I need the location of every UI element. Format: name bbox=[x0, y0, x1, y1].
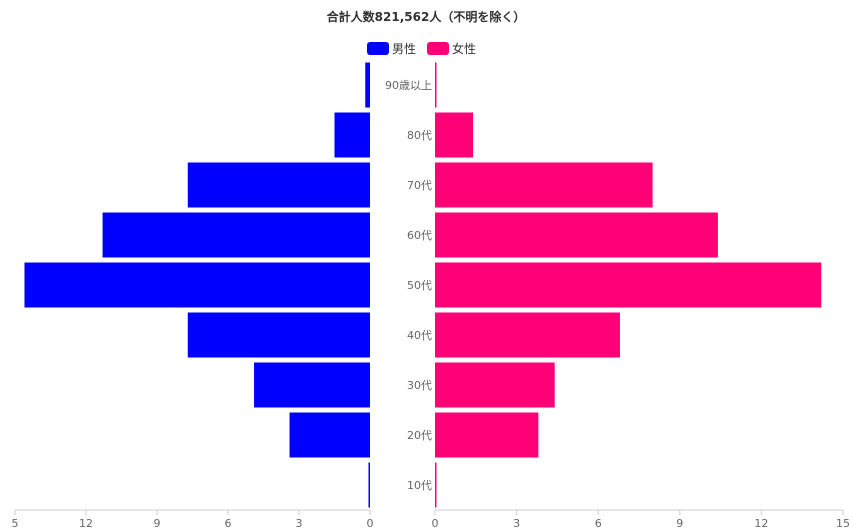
bar-female-60代[interactable] bbox=[435, 212, 718, 258]
category-label: 30代 bbox=[407, 379, 432, 392]
legend-item-female[interactable]: 女性 bbox=[427, 41, 476, 56]
bar-female-40代[interactable] bbox=[435, 312, 620, 358]
category-label: 80代 bbox=[407, 129, 432, 142]
left-axis-ticks: 5 12 9 6 3 0 bbox=[12, 510, 374, 530]
category-label: 50代 bbox=[407, 279, 432, 292]
legend: 男性 女性 bbox=[367, 41, 476, 56]
legend-item-male[interactable]: 男性 bbox=[367, 42, 416, 56]
left-tick-label: 12 bbox=[79, 517, 93, 530]
category-label: 90歳以上 bbox=[385, 79, 432, 92]
right-tick-label: 3 bbox=[513, 517, 520, 530]
left-tick-label: 3 bbox=[296, 517, 303, 530]
category-label: 20代 bbox=[407, 429, 432, 442]
left-tick-label: 0 bbox=[367, 517, 374, 530]
bar-male-80代[interactable] bbox=[334, 112, 371, 158]
legend-label-male: 男性 bbox=[392, 42, 416, 56]
legend-label-female: 女性 bbox=[452, 41, 476, 56]
bar-female-10代[interactable] bbox=[435, 462, 437, 508]
category-label: 10代 bbox=[407, 479, 432, 492]
female-bars bbox=[435, 62, 822, 508]
category-label: 40代 bbox=[407, 329, 432, 342]
bar-male-30代[interactable] bbox=[254, 362, 370, 408]
bar-male-60代[interactable] bbox=[102, 212, 371, 258]
category-labels: 10代 20代 30代 40代 50代 60代 70代 80代 90歳以上 bbox=[385, 79, 432, 492]
axes: 5 12 9 6 3 0 0 3 6 9 12 15 bbox=[12, 509, 850, 530]
left-tick-label: 9 bbox=[154, 517, 161, 530]
category-label: 70代 bbox=[407, 179, 432, 192]
left-tick-label: 6 bbox=[225, 517, 232, 530]
bar-female-20代[interactable] bbox=[435, 412, 539, 458]
bar-male-10代[interactable] bbox=[368, 462, 371, 508]
left-tick-label: 5 bbox=[12, 517, 19, 530]
bar-male-70代[interactable] bbox=[187, 162, 370, 208]
bar-male-20代[interactable] bbox=[289, 412, 370, 458]
category-label: 60代 bbox=[407, 229, 432, 242]
legend-swatch-female bbox=[427, 42, 449, 55]
right-tick-label: 9 bbox=[676, 517, 683, 530]
bar-male-90歳以上[interactable] bbox=[365, 62, 370, 108]
male-bars bbox=[24, 62, 371, 508]
bar-female-80代[interactable] bbox=[435, 112, 474, 158]
bar-female-50代[interactable] bbox=[435, 262, 822, 308]
chart-title: 合計人数821,562人（不明を除く） bbox=[327, 9, 526, 24]
bar-female-90歳以上[interactable] bbox=[435, 62, 437, 108]
right-tick-label: 0 bbox=[432, 517, 439, 530]
bar-female-70代[interactable] bbox=[435, 162, 653, 208]
bar-female-30代[interactable] bbox=[435, 362, 555, 408]
right-tick-label: 15 bbox=[836, 517, 850, 530]
legend-swatch-male bbox=[367, 42, 389, 55]
bar-male-50代[interactable] bbox=[24, 262, 370, 308]
right-axis-ticks: 0 3 6 9 12 15 bbox=[432, 510, 850, 530]
bar-male-40代[interactable] bbox=[187, 312, 370, 358]
right-tick-label: 12 bbox=[754, 517, 768, 530]
right-tick-label: 6 bbox=[595, 517, 602, 530]
